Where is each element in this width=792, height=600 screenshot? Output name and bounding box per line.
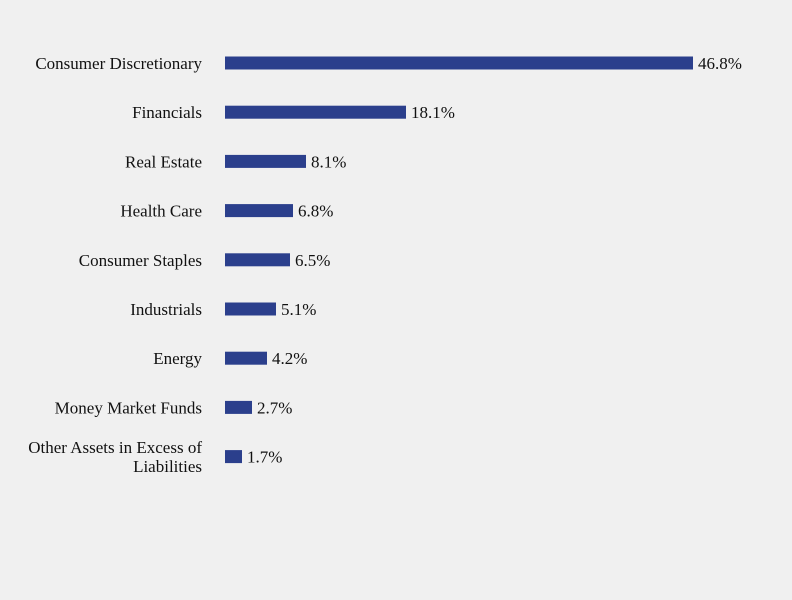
bar — [225, 400, 252, 414]
category-label: Financials — [132, 103, 202, 122]
category-label: Health Care — [120, 202, 202, 221]
category-label: Industrials — [130, 300, 202, 319]
bar — [225, 56, 693, 70]
category-label: Consumer Discretionary — [35, 54, 202, 73]
bar — [225, 154, 306, 168]
value-label: 6.5% — [295, 251, 330, 270]
category-label: Money Market Funds — [55, 398, 202, 417]
bar — [225, 105, 406, 119]
value-label: 2.7% — [257, 398, 292, 417]
category-label: Real Estate — [125, 152, 202, 171]
bar — [225, 450, 242, 464]
bar — [225, 204, 293, 218]
value-label: 46.8% — [698, 54, 742, 73]
value-label: 6.8% — [298, 202, 333, 221]
value-label: 4.2% — [272, 349, 307, 368]
category-label: Energy — [153, 349, 202, 368]
value-label: 8.1% — [311, 152, 346, 171]
category-label: Other Assets in Excess of Liabilities — [28, 438, 202, 476]
value-label: 1.7% — [247, 448, 282, 467]
category-label: Consumer Staples — [79, 251, 202, 270]
bar — [225, 302, 276, 316]
bar — [225, 253, 290, 267]
bar — [225, 351, 267, 365]
value-label: 5.1% — [281, 300, 316, 319]
value-label: 18.1% — [411, 103, 455, 122]
